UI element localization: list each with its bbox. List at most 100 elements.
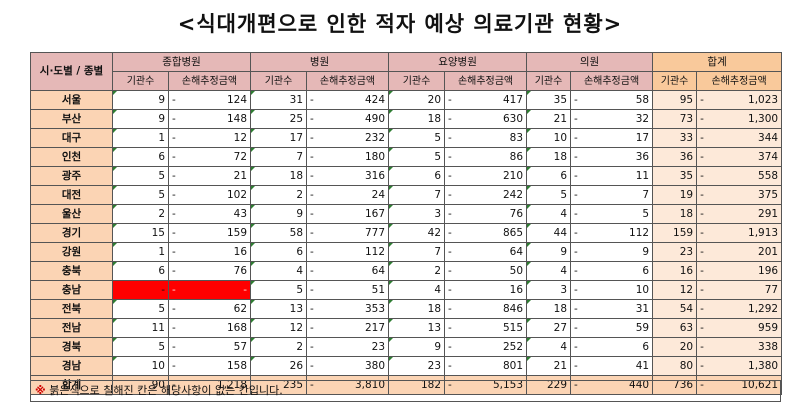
count-cell: 10 — [526, 128, 572, 148]
count-cell: 3 — [526, 280, 572, 300]
count-cell: 10 — [112, 356, 169, 376]
amount-cell: - 21 — [167, 166, 252, 186]
amount-value: 353 — [364, 302, 386, 315]
region-cell: 충북 — [30, 261, 113, 281]
amount-prefix: - — [574, 283, 578, 296]
amount-header: 손해추정금액 — [167, 71, 252, 91]
amount-prefix: - — [574, 112, 578, 125]
amount-value: 380 — [364, 359, 386, 372]
amount-cell: - 59 — [570, 318, 654, 338]
amount-prefix: - — [172, 188, 176, 201]
count-cell: 17 — [250, 128, 308, 148]
amount-prefix: - — [700, 188, 704, 201]
group-header-total: 합계 — [652, 52, 783, 72]
amount-value: 3,810 — [354, 378, 386, 391]
amount-prefix: - — [310, 131, 314, 144]
amount-value: 10 — [635, 283, 650, 296]
region-cell: 광주 — [30, 166, 113, 186]
region-cell: 경북 — [30, 337, 113, 357]
amount-prefix: - — [700, 283, 704, 296]
amount-prefix: - — [700, 340, 704, 353]
count-cell: 13 — [250, 299, 308, 319]
count-cell: 3 — [388, 204, 446, 224]
amount-cell: - 57 — [167, 337, 252, 357]
count-cell: 18 — [526, 147, 572, 167]
amount-prefix: - — [700, 169, 704, 182]
amount-cell: - 1,913 — [696, 223, 783, 243]
region-cell: 부산 — [30, 109, 113, 129]
amount-value: 196 — [758, 264, 779, 277]
amount-cell: - 16 — [444, 280, 528, 300]
amount-cell: - 72 — [167, 147, 252, 167]
count-cell: 5 — [112, 185, 169, 205]
amount-value: 158 — [226, 359, 248, 372]
region-cell: 충남 — [30, 280, 113, 300]
region-cell: 전북 — [30, 299, 113, 319]
region-cell: 경남 — [30, 356, 113, 376]
count-cell: 13 — [388, 318, 446, 338]
count-cell: 2 — [112, 204, 169, 224]
count-cell: 19 — [652, 185, 698, 205]
amount-value: 338 — [758, 340, 779, 353]
count-cell: 6 — [388, 166, 446, 186]
count-cell: 35 — [526, 90, 572, 110]
count-cell: 2 — [250, 185, 308, 205]
amount-value: 424 — [364, 93, 386, 106]
amount-cell: - 865 — [444, 223, 528, 243]
amount-value: 316 — [364, 169, 386, 182]
count-cell: 18 — [526, 299, 572, 319]
amount-prefix: - — [172, 131, 176, 144]
amount-value: 1,380 — [748, 359, 779, 372]
amount-cell: - 180 — [306, 147, 390, 167]
amount-cell: -7 — [570, 185, 654, 205]
amount-value: 5,153 — [492, 378, 524, 391]
amount-prefix: - — [172, 359, 176, 372]
amount-prefix: - — [448, 131, 452, 144]
amount-prefix: - — [700, 359, 704, 372]
amount-cell: - 58 — [570, 90, 654, 110]
table-row: 광주 5-21 18-316 6-210 6-11 35-558 — [30, 166, 783, 186]
amount-value: 5 — [642, 207, 650, 220]
amount-prefix: - — [310, 112, 314, 125]
amount-prefix: - — [574, 264, 578, 277]
amount-value: 31 — [635, 302, 650, 315]
amount-cell: - 515 — [444, 318, 528, 338]
note-text: 붉은색으로 칠해진 칸은 해당사항이 없는 칸입니다. — [45, 384, 283, 397]
amount-prefix: - — [310, 264, 314, 277]
count-cell: 6 — [250, 242, 308, 262]
amount-cell: - 86 — [444, 147, 528, 167]
count-cell: 4 — [526, 204, 572, 224]
count-cell: 6 — [112, 261, 169, 281]
amount-value: 291 — [758, 207, 779, 220]
amount-value: 217 — [364, 321, 386, 334]
count-cell: 6 — [112, 147, 169, 167]
amount-cell: -6 — [570, 261, 654, 281]
amount-cell: - 62 — [167, 299, 252, 319]
count-cell: 2 — [250, 337, 308, 357]
amount-cell: - 1,292 — [696, 299, 783, 319]
amount-prefix: - — [448, 207, 452, 220]
amount-prefix: - — [700, 378, 704, 391]
amount-value: 417 — [503, 93, 524, 106]
table-row: 전북 5-62 13-353 18-846 18-31 54-1,292 — [30, 299, 783, 319]
amount-prefix: - — [574, 340, 578, 353]
amount-prefix: - — [310, 359, 314, 372]
amount-value: 76 — [509, 207, 524, 220]
region-cell: 경기 — [30, 223, 113, 243]
table-row: 울산 2-43 9-167 3-76 4-5 18-291 — [30, 204, 783, 224]
table-row: 부산 9-148 25-490 18-630 21-32 73-1,300 — [30, 109, 783, 129]
amount-prefix: - — [310, 150, 314, 163]
table-row: 인천 6-72 7-180 5-86 18-36 36-374 — [30, 147, 783, 167]
amount-prefix: - — [574, 207, 578, 220]
count-cell: 44 — [526, 223, 572, 243]
amount-prefix: - — [448, 112, 452, 125]
count-cell: 7 — [250, 147, 308, 167]
count-cell: 27 — [526, 318, 572, 338]
amount-cell: - 32 — [570, 109, 654, 129]
amount-value: 10,621 — [741, 378, 779, 391]
count-header: 기관수 — [652, 71, 698, 91]
amount-value: 374 — [758, 150, 779, 163]
amount-value: 846 — [503, 302, 524, 315]
amount-cell: - 959 — [696, 318, 783, 338]
amount-cell: - 148 — [167, 109, 252, 129]
